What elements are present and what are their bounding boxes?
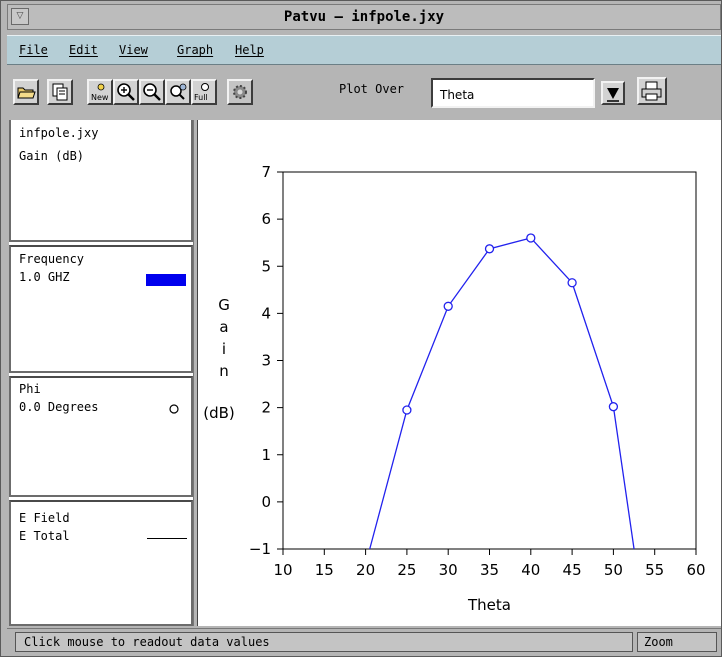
zoom-out-icon bbox=[143, 83, 161, 101]
mode-label: Zoom bbox=[644, 635, 673, 649]
y-tick-label: 2 bbox=[261, 399, 271, 417]
status-message-box: Click mouse to readout data values bbox=[15, 632, 633, 652]
y-axis: −1 0 1 2 3 4 5 6 7 bbox=[249, 163, 283, 558]
plot-over-value: Theta bbox=[440, 88, 475, 102]
y-label-letter: i bbox=[222, 340, 226, 358]
frequency-header: Frequency bbox=[19, 252, 85, 266]
pan-button[interactable] bbox=[165, 79, 191, 105]
data-point[interactable] bbox=[484, 244, 495, 254]
y-label-letter: G bbox=[218, 296, 230, 314]
menu-file[interactable]: File bbox=[19, 43, 48, 57]
new-button[interactable]: New bbox=[87, 79, 113, 105]
copy-button[interactable] bbox=[47, 79, 73, 105]
chevron-down-icon bbox=[607, 88, 619, 102]
y-tick-label: −1 bbox=[249, 540, 271, 558]
x-tick-label: 55 bbox=[645, 561, 664, 579]
menu-bar: File Edit View Graph Help bbox=[7, 35, 721, 65]
y-tick-label: 1 bbox=[261, 446, 271, 464]
info-panel: infpole.jxy Gain (dB) Frequency 1.0 GHZ … bbox=[9, 120, 193, 626]
x-tick-label: 45 bbox=[563, 561, 582, 579]
new-plot-icon: New bbox=[91, 83, 109, 102]
x-tick-label: 15 bbox=[315, 561, 334, 579]
data-point[interactable] bbox=[608, 402, 619, 412]
x-tick-label: 60 bbox=[686, 561, 705, 579]
full-label: Full bbox=[194, 93, 208, 102]
zoom-full-icon: Full bbox=[194, 83, 209, 102]
menu-edit[interactable]: Edit bbox=[69, 43, 98, 57]
y-tick-label: 4 bbox=[261, 304, 271, 322]
status-message: Click mouse to readout data values bbox=[24, 635, 270, 649]
settings-gear-icon bbox=[233, 85, 247, 99]
y-label-letter: n bbox=[219, 362, 229, 380]
y-tick-label: 5 bbox=[261, 257, 271, 275]
file-name: infpole.jxy bbox=[19, 126, 99, 140]
menu-graph[interactable]: Graph bbox=[177, 43, 214, 57]
toolbar: New bbox=[7, 69, 721, 119]
y-label-unit: (dB) bbox=[203, 404, 235, 422]
x-tick-label: 40 bbox=[521, 561, 540, 579]
open-button[interactable] bbox=[13, 79, 39, 105]
window-title: Patvu – infpole.jxy bbox=[283, 9, 445, 25]
open-folder-icon bbox=[17, 87, 36, 99]
series-line bbox=[369, 237, 635, 550]
menu-help[interactable]: Help bbox=[235, 43, 264, 57]
mode-indicator: Zoom bbox=[637, 632, 717, 652]
zoom-out-button[interactable] bbox=[139, 79, 165, 105]
zoom-in-icon bbox=[117, 83, 135, 101]
x-tick-label: 10 bbox=[273, 561, 292, 579]
status-bar: Click mouse to readout data values Zoom bbox=[7, 628, 721, 656]
y-axis-label: Gain (dB) bbox=[203, 296, 235, 422]
menu-view[interactable]: View bbox=[119, 43, 148, 57]
data-point[interactable] bbox=[443, 301, 453, 311]
copy-icon bbox=[52, 83, 68, 101]
y-tick-label: 3 bbox=[261, 352, 271, 370]
x-tick-label: 50 bbox=[604, 561, 623, 579]
field-box: E Field E Total bbox=[9, 500, 193, 626]
panel-splitter[interactable] bbox=[193, 120, 198, 626]
x-axis: 10 15 20 25 30 35 40 45 50 55 60 bbox=[273, 549, 706, 579]
phi-header: Phi bbox=[19, 382, 41, 396]
y-tick-label: 7 bbox=[261, 163, 271, 181]
zoom-full-button[interactable]: Full bbox=[191, 79, 217, 105]
y-tick-label: 6 bbox=[261, 210, 271, 228]
x-tick-label: 35 bbox=[480, 561, 499, 579]
file-info-box: infpole.jxy Gain (dB) bbox=[9, 120, 193, 242]
frequency-value: 1.0 GHZ bbox=[19, 270, 70, 284]
settings-button[interactable] bbox=[227, 79, 253, 105]
frequency-box: Frequency 1.0 GHZ bbox=[9, 245, 193, 373]
line-style-sample bbox=[147, 538, 187, 539]
title-bar[interactable]: ▽ Patvu – infpole.jxy bbox=[7, 4, 721, 30]
data-point[interactable] bbox=[526, 233, 536, 243]
window-menu-icon[interactable]: ▽ bbox=[11, 8, 29, 25]
pan-icon bbox=[170, 83, 187, 100]
x-tick-label: 25 bbox=[397, 561, 416, 579]
x-tick-label: 30 bbox=[439, 561, 458, 579]
data-point[interactable] bbox=[402, 405, 412, 415]
y-tick-label: 0 bbox=[261, 493, 271, 511]
x-axis-label: Theta bbox=[467, 596, 511, 614]
print-icon bbox=[641, 81, 662, 101]
phi-box: Phi 0.0 Degrees bbox=[9, 376, 193, 497]
data-point[interactable] bbox=[567, 278, 577, 288]
x-tick-label: 20 bbox=[356, 561, 375, 579]
plot-over-label: Plot Over bbox=[339, 82, 405, 96]
plot-over-select[interactable]: Theta bbox=[431, 78, 595, 108]
y-label-letter: a bbox=[219, 318, 228, 336]
frequency-color-swatch bbox=[146, 274, 186, 286]
field-header: E Field bbox=[19, 511, 70, 525]
phi-value: 0.0 Degrees bbox=[19, 400, 99, 414]
plot-over-dropdown-button[interactable] bbox=[601, 81, 625, 105]
new-label: New bbox=[91, 93, 109, 102]
zoom-in-button[interactable] bbox=[113, 79, 139, 105]
plot-frame bbox=[282, 171, 697, 550]
circle-marker-icon bbox=[169, 404, 179, 414]
quantity-label: Gain (dB) bbox=[19, 149, 85, 163]
field-component: E Total bbox=[19, 529, 70, 543]
series-group bbox=[369, 233, 635, 550]
print-button[interactable] bbox=[637, 77, 667, 105]
